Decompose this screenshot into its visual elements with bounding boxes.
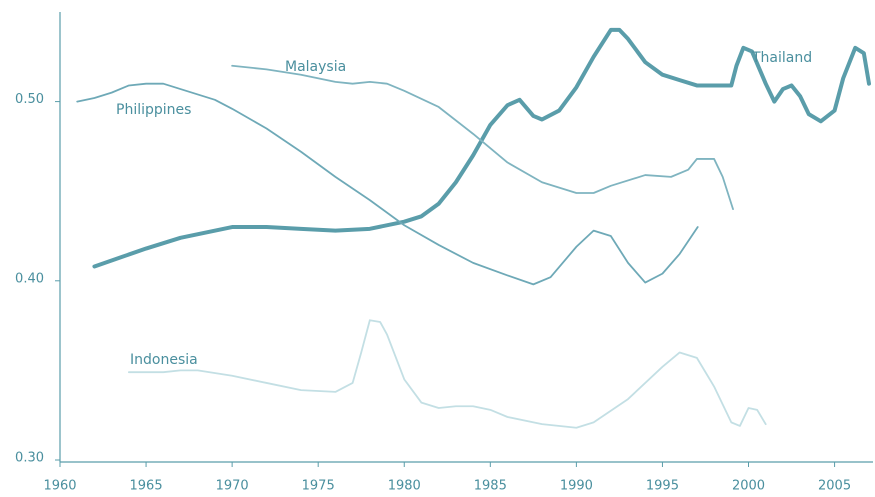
series-label: Malaysia bbox=[285, 59, 346, 75]
x-tick-label: 1975 bbox=[302, 479, 335, 494]
x-tick-label: 1980 bbox=[388, 479, 421, 494]
series-label: Philippines bbox=[116, 102, 191, 118]
x-tick-label: 2000 bbox=[732, 479, 765, 494]
series-line bbox=[92, 27, 871, 269]
series-label: Thailand bbox=[751, 50, 812, 66]
x-tick-label: 1965 bbox=[130, 479, 163, 494]
x-tick-label: 1990 bbox=[560, 479, 593, 494]
y-tick-label: 0.30 bbox=[15, 451, 44, 466]
y-tick-label: 0.40 bbox=[15, 271, 44, 286]
series-label: Indonesia bbox=[130, 352, 198, 368]
x-tick-label: 1960 bbox=[43, 479, 76, 494]
series-line bbox=[76, 82, 699, 286]
x-tick-label: 1985 bbox=[474, 479, 507, 494]
y-tick-label: 0.50 bbox=[15, 92, 44, 107]
series-line bbox=[127, 319, 767, 429]
series-line bbox=[231, 64, 734, 211]
x-tick-label: 2005 bbox=[818, 479, 851, 494]
x-tick-label: 1970 bbox=[216, 479, 249, 494]
x-tick-label: 1995 bbox=[646, 479, 679, 494]
